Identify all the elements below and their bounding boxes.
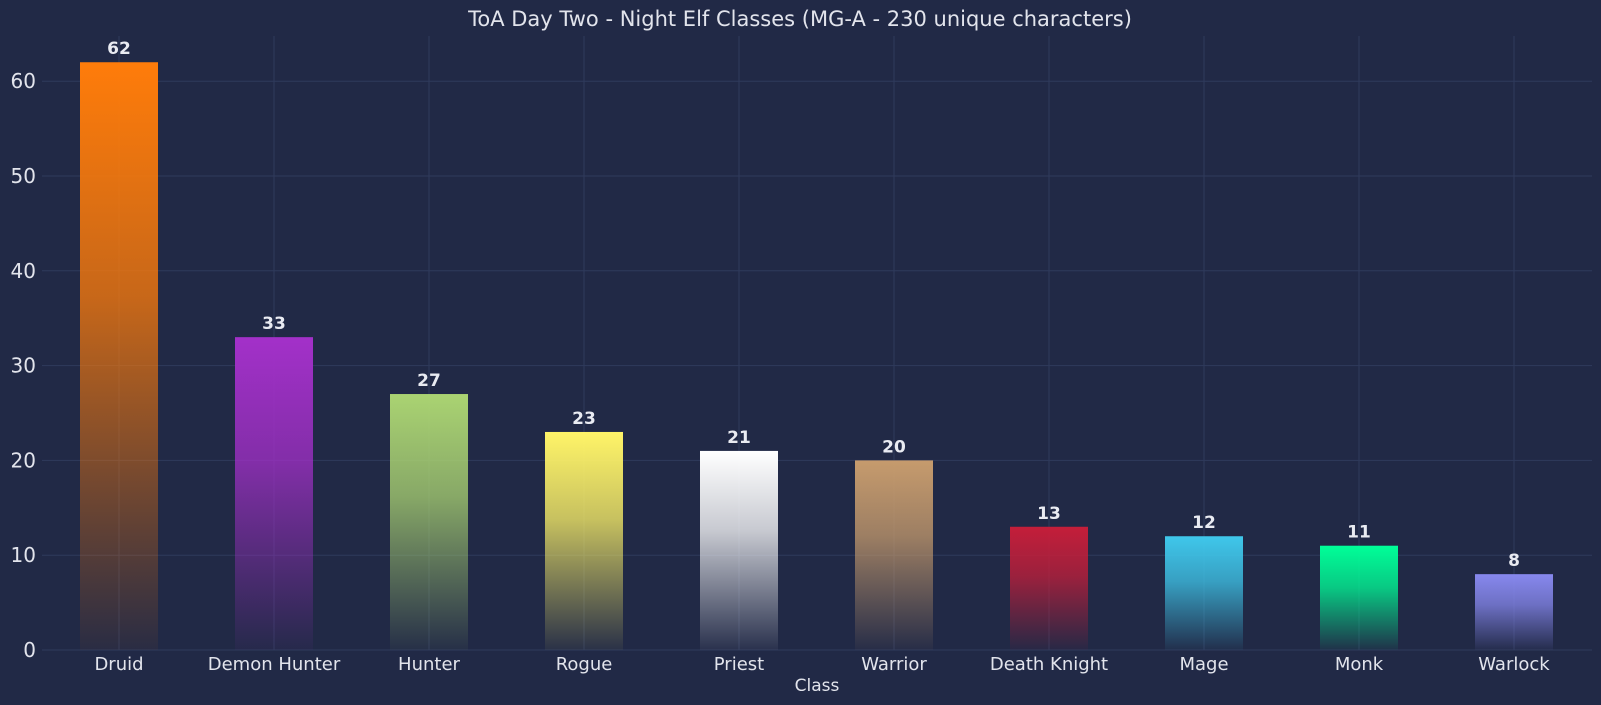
bar-value-label: 8: [1508, 551, 1520, 571]
bar-value-label: 12: [1192, 513, 1216, 533]
bars: 62 33 27 23 21 20 13 12 11 8: [80, 39, 1553, 651]
chart-title: ToA Day Two - Night Elf Classes (MG-A - …: [467, 7, 1132, 31]
y-tick-label: 50: [11, 164, 36, 188]
x-tick-label: Druid: [94, 654, 143, 675]
x-tick-label: Priest: [714, 654, 764, 675]
x-tick-label: Hunter: [398, 654, 460, 675]
x-axis-label: Class: [795, 676, 840, 696]
bar-value-label: 23: [572, 409, 596, 429]
x-axis-ticks: Druid Demon Hunter Hunter Rogue Priest Warrio…: [94, 654, 1550, 675]
bar-druid: [80, 62, 158, 651]
x-tick-label: Monk: [1335, 654, 1384, 675]
bar-priest: [700, 450, 778, 650]
bar-monk: [1320, 545, 1398, 650]
x-tick-label: Death Knight: [990, 654, 1108, 675]
bar-value-label: 11: [1347, 523, 1371, 543]
y-axis-ticks: 0 10 20 30 40 50 60: [11, 69, 36, 662]
bar-value-label: 20: [882, 437, 906, 457]
bar-demon-hunter: [235, 337, 313, 650]
y-tick-label: 0: [23, 638, 36, 662]
y-tick-label: 40: [11, 259, 36, 283]
x-tick-label: Warlock: [1478, 654, 1550, 675]
bar-value-label: 21: [727, 428, 751, 448]
x-tick-label: Warrior: [861, 654, 927, 675]
bar-value-label: 33: [262, 314, 286, 334]
bar-value-label: 13: [1037, 504, 1061, 524]
bar-value-label: 62: [107, 39, 131, 59]
bar-hunter: [390, 394, 468, 650]
bar-mage: [1165, 536, 1243, 650]
x-tick-label: Mage: [1179, 654, 1228, 675]
bar-rogue: [545, 431, 623, 650]
y-tick-label: 10: [11, 543, 36, 567]
x-tick-label: Demon Hunter: [208, 654, 341, 675]
bar-death-knight: [1010, 526, 1088, 650]
y-tick-label: 60: [11, 69, 36, 93]
y-tick-label: 20: [11, 448, 36, 472]
y-tick-label: 30: [11, 354, 36, 378]
bar-value-label: 27: [417, 371, 441, 391]
x-tick-label: Rogue: [556, 654, 613, 675]
bar-warlock: [1475, 574, 1553, 650]
bar-warrior: [855, 460, 933, 650]
